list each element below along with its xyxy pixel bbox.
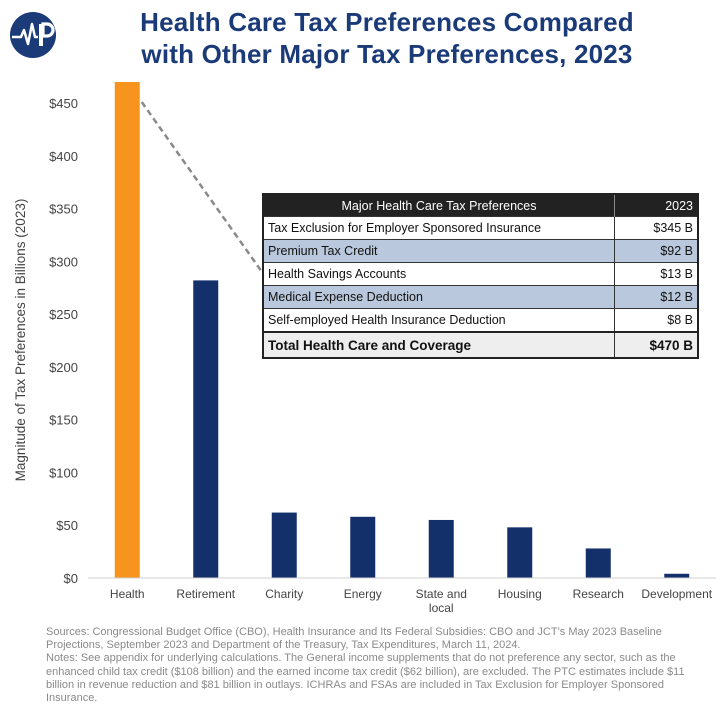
- row-value: $92 B: [614, 239, 697, 263]
- row-label: Self-employed Health Insurance Deduction: [264, 308, 615, 332]
- row-label: Tax Exclusion for Employer Sponsored Ins…: [264, 216, 615, 240]
- table-row: Medical Expense Deduction $12 B: [264, 285, 697, 309]
- y-axis-label: Magnitude of Tax Preferences in Billions…: [13, 199, 28, 482]
- table-total-row: Total Health Care and Coverage $470 B: [264, 331, 697, 357]
- y-tick-label: $200: [49, 360, 78, 375]
- table-header-row: Major Health Care Tax Preferences 2023: [264, 195, 697, 217]
- chart-title: Health Care Tax Preferences Compared wit…: [62, 6, 712, 70]
- total-value: $470 B: [614, 331, 697, 357]
- bars: [114, 82, 690, 578]
- x-tick-label: Research: [573, 587, 624, 601]
- heartbeat-logo-icon: [10, 12, 56, 58]
- health-care-preferences-table: Major Health Care Tax Preferences 2023 T…: [262, 193, 699, 359]
- table-row: Self-employed Health Insurance Deduction…: [264, 308, 697, 332]
- bar: [428, 519, 454, 578]
- bar: [664, 573, 690, 578]
- y-tick-label: $0: [64, 571, 78, 586]
- x-tick-label: State and: [416, 587, 467, 601]
- bar: [507, 527, 533, 578]
- y-tick-label: $450: [49, 96, 78, 111]
- bar: [585, 548, 611, 578]
- bar: [193, 280, 219, 578]
- x-tick-label: local: [429, 601, 454, 615]
- connector-dashed-line: [140, 101, 264, 273]
- sources-text: Sources: Congressional Budget Office (CB…: [46, 626, 662, 652]
- bar: [114, 82, 140, 578]
- x-tick-label: Charity: [265, 587, 303, 601]
- y-tick-label: $150: [49, 413, 78, 428]
- table-row: Premium Tax Credit $92 B: [264, 239, 697, 263]
- x-tick-label: Development: [641, 587, 712, 601]
- row-value: $345 B: [614, 216, 697, 240]
- y-tick-label: $400: [49, 149, 78, 164]
- x-axis: Health Retirement Charity Energy State andlo…: [110, 587, 713, 615]
- row-value: $13 B: [614, 262, 697, 286]
- y-tick-label: $300: [49, 254, 78, 269]
- notes-text: Notes: See appendix for underlying calcu…: [46, 652, 685, 705]
- bar: [271, 512, 297, 578]
- x-tick-label: Energy: [344, 587, 382, 601]
- y-tick-label: $350: [49, 202, 78, 217]
- title-line-2: with Other Major Tax Preferences, 2023: [141, 39, 633, 69]
- row-value: $8 B: [614, 308, 697, 332]
- x-tick-label: Retirement: [176, 587, 235, 601]
- x-tick-label: Health: [110, 587, 145, 601]
- row-label: Health Savings Accounts: [264, 262, 615, 286]
- row-label: Premium Tax Credit: [264, 239, 615, 263]
- y-tick-label: $50: [56, 518, 78, 533]
- x-tick-label: Housing: [498, 587, 542, 601]
- y-axis: $0 $50 $100 $150 $200 $250 $300 $350 $400 $450: [49, 96, 78, 586]
- table-header-year: 2023: [614, 195, 697, 217]
- table-row: Health Savings Accounts $13 B: [264, 262, 697, 286]
- table-header-name: Major Health Care Tax Preferences: [264, 195, 615, 217]
- y-tick-label: $250: [49, 307, 78, 322]
- row-label: Medical Expense Deduction: [264, 285, 615, 309]
- y-tick-label: $100: [49, 465, 78, 480]
- bar: [350, 516, 376, 578]
- footnotes: Sources: Congressional Budget Office (CB…: [46, 626, 708, 705]
- table-row: Tax Exclusion for Employer Sponsored Ins…: [264, 216, 697, 240]
- title-line-1: Health Care Tax Preferences Compared: [140, 7, 634, 37]
- row-value: $12 B: [614, 285, 697, 309]
- total-label: Total Health Care and Coverage: [264, 331, 615, 357]
